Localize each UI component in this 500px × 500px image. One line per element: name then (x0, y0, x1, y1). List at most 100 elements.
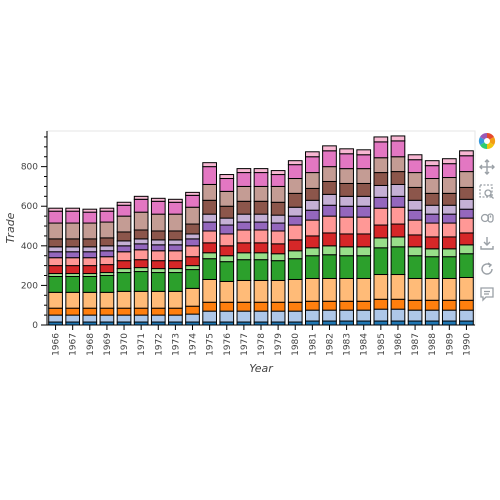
bar-segment[interactable] (356, 277, 372, 302)
bar-segment[interactable] (373, 141, 389, 159)
bar-segment[interactable] (270, 214, 286, 224)
bar-segment[interactable] (236, 213, 252, 223)
bar-segment[interactable] (82, 257, 98, 267)
bar-segment[interactable] (48, 246, 63, 253)
bar-segment[interactable] (133, 198, 149, 213)
bar-segment[interactable] (287, 178, 303, 194)
bar-segment[interactable] (287, 278, 303, 303)
bar-segment[interactable] (339, 320, 354, 326)
bar-segment[interactable] (305, 187, 320, 201)
bar-segment[interactable] (322, 215, 337, 234)
bar-segment[interactable] (65, 276, 81, 293)
bar-segment[interactable] (322, 245, 337, 256)
bar-segment[interactable] (356, 149, 372, 156)
bar-segment[interactable] (82, 246, 98, 253)
bar-segment[interactable] (150, 268, 166, 274)
bar-segment[interactable] (150, 197, 166, 202)
bar-segment[interactable] (150, 314, 166, 323)
bar-segment[interactable] (48, 210, 63, 224)
bar-segment[interactable] (185, 194, 200, 208)
bar-segment[interactable] (185, 233, 200, 240)
bar-segment[interactable] (150, 307, 166, 316)
bar-segment[interactable] (424, 192, 440, 206)
bar-segment[interactable] (287, 310, 303, 323)
bar-segment[interactable] (305, 209, 320, 221)
bar-segment[interactable] (390, 140, 406, 158)
bar-segment[interactable] (185, 245, 200, 258)
bar-segment[interactable] (441, 248, 457, 258)
bar-segment[interactable] (322, 254, 337, 279)
bar-segment[interactable] (424, 204, 440, 215)
hover-icon[interactable] (476, 283, 498, 305)
bar-segment[interactable] (424, 320, 440, 326)
bar-segment[interactable] (82, 238, 98, 248)
reset-icon[interactable] (476, 258, 498, 280)
bar-segment[interactable] (287, 160, 303, 166)
bar-segment[interactable] (322, 145, 337, 152)
bar-segment[interactable] (270, 230, 286, 245)
bar-segment[interactable] (356, 182, 372, 197)
bar-segment[interactable] (305, 277, 320, 302)
bar-segment[interactable] (133, 238, 149, 245)
bar-segment[interactable] (185, 269, 200, 289)
bar-segment[interactable] (390, 298, 406, 310)
bar-segment[interactable] (116, 231, 132, 242)
bar-segment[interactable] (150, 213, 166, 232)
bar-segment[interactable] (133, 267, 149, 273)
bar-segment[interactable] (253, 168, 269, 174)
bar-segment[interactable] (373, 196, 389, 209)
bar-segment[interactable] (407, 255, 423, 279)
bar-segment[interactable] (133, 229, 149, 240)
bar-segment[interactable] (356, 246, 372, 257)
bar-segment[interactable] (287, 250, 303, 260)
wheel-zoom-icon[interactable] (476, 207, 498, 229)
bar-segment[interactable] (202, 252, 217, 260)
bar-segment[interactable] (219, 280, 235, 303)
bar-segment[interactable] (424, 178, 440, 194)
bar-segment[interactable] (116, 314, 132, 323)
box-zoom-icon[interactable] (476, 181, 498, 203)
bar-segment[interactable] (356, 300, 372, 311)
bar-segment[interactable] (219, 310, 235, 323)
bar-segment[interactable] (441, 309, 457, 322)
bar-segment[interactable] (424, 299, 440, 311)
bar-segment[interactable] (270, 310, 286, 323)
bar-segment[interactable] (339, 182, 354, 197)
bar-segment[interactable] (373, 224, 389, 239)
bar-segment[interactable] (236, 168, 252, 174)
bar-segment[interactable] (219, 301, 235, 312)
bar-segment[interactable] (219, 190, 235, 207)
bar-segment[interactable] (459, 217, 474, 234)
bar-segment[interactable] (459, 232, 474, 246)
bar-segment[interactable] (459, 299, 474, 311)
bar-segment[interactable] (99, 291, 115, 309)
bar-segment[interactable] (116, 290, 132, 309)
bar-segment[interactable] (253, 242, 269, 254)
bar-segment[interactable] (287, 215, 303, 226)
bar-segment[interactable] (236, 279, 252, 303)
bar-segment[interactable] (373, 237, 389, 249)
bar-segment[interactable] (459, 186, 474, 200)
bar-segment[interactable] (270, 174, 286, 187)
bar-segment[interactable] (236, 252, 252, 261)
bar-segment[interactable] (219, 224, 235, 235)
bar-segment[interactable] (219, 217, 235, 226)
bar-segment[interactable] (270, 222, 286, 232)
bar-segment[interactable] (219, 255, 235, 263)
bar-segment[interactable] (99, 307, 115, 316)
bar-segment[interactable] (441, 299, 457, 311)
bar-segment[interactable] (48, 314, 63, 323)
bar-segment[interactable] (202, 213, 217, 223)
bar-segment[interactable] (305, 320, 320, 326)
bar-segment[interactable] (390, 308, 406, 322)
bar-segment[interactable] (390, 320, 406, 326)
bar-segment[interactable] (168, 307, 183, 316)
bar-segment[interactable] (356, 233, 372, 248)
bar-segment[interactable] (407, 277, 423, 301)
bar-segment[interactable] (168, 201, 183, 215)
bar-segment[interactable] (82, 265, 98, 275)
bar-segment[interactable] (150, 244, 166, 252)
bar-segment[interactable] (459, 244, 474, 255)
bar-segment[interactable] (99, 210, 115, 223)
bar-segment[interactable] (287, 206, 303, 217)
